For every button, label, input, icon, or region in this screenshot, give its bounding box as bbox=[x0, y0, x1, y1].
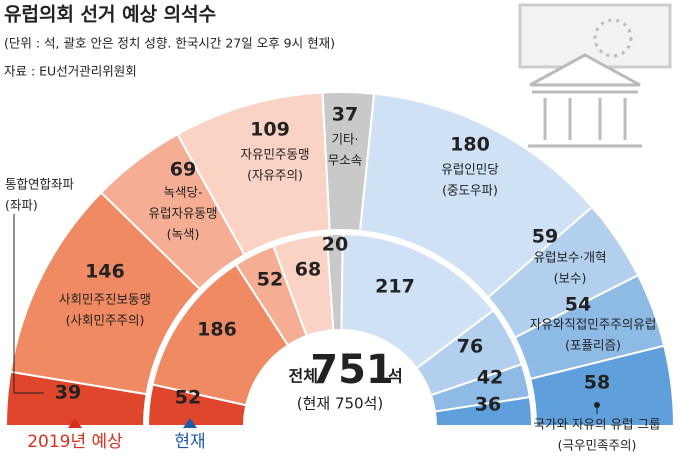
value-label: 42 bbox=[477, 367, 503, 389]
rings bbox=[4, 91, 676, 427]
value-label: 217 bbox=[375, 276, 415, 298]
category-label: (극우민족주의) bbox=[558, 438, 637, 453]
total-prefix: 전체 bbox=[289, 367, 318, 386]
legend-marker bbox=[183, 418, 197, 428]
category-label: 자유와직접민주주의유럽 bbox=[530, 317, 657, 332]
total-value: 751 bbox=[310, 347, 394, 393]
value-label: 146 bbox=[85, 261, 125, 283]
category-label: (좌파) bbox=[5, 198, 38, 213]
seat-segment bbox=[529, 344, 676, 427]
value-label: 180 bbox=[450, 134, 490, 156]
value-label: 109 bbox=[250, 119, 290, 141]
value-label: 52 bbox=[257, 269, 283, 291]
icon bbox=[518, 3, 672, 148]
legend-label: 2019년 예상 bbox=[27, 432, 123, 452]
legend-marker bbox=[68, 418, 82, 428]
category-label: (포퓰리즘) bbox=[565, 338, 621, 353]
value-label: 54 bbox=[565, 294, 591, 316]
value-label: 37 bbox=[332, 104, 358, 126]
category-label: (사회민주주의) bbox=[66, 313, 145, 328]
value-label: 186 bbox=[197, 319, 237, 341]
value-label: 20 bbox=[322, 234, 348, 256]
value-label: 76 bbox=[457, 336, 483, 358]
category-label: 통합연합좌파 bbox=[5, 177, 75, 192]
total-unit: 석 bbox=[388, 367, 403, 386]
value-label: 52 bbox=[175, 387, 201, 409]
subtitle: (단위 : 석, 괄호 안은 정치 성향. 한국시간 27일 오후 9시 현재) bbox=[4, 36, 335, 51]
source: 자료 : EU선거관리위원회 bbox=[4, 64, 137, 79]
category-label: 기타· bbox=[332, 132, 359, 147]
value-label: 68 bbox=[295, 259, 321, 281]
category-label: 유럽보수·개혁 bbox=[534, 250, 607, 265]
value-label: 58 bbox=[584, 372, 610, 394]
category-label: 녹색당- bbox=[163, 185, 202, 200]
category-label: (녹색) bbox=[167, 227, 200, 242]
value-label: 69 bbox=[170, 159, 196, 181]
category-label: 유럽인민당 bbox=[441, 162, 499, 177]
seat-segment bbox=[340, 233, 495, 370]
category-label: 유럽자유동맹 bbox=[148, 206, 217, 221]
seat-segment bbox=[433, 395, 534, 427]
value-label: 39 bbox=[55, 382, 81, 404]
current-note: (현재 750석) bbox=[297, 395, 384, 413]
category-label: (중도우파) bbox=[442, 183, 498, 198]
value-label: 36 bbox=[475, 394, 501, 416]
category-label: (자유주의) bbox=[247, 168, 303, 183]
category-label: 국가와 자유의 유럽 그룹 bbox=[534, 417, 661, 432]
category-label: 사회민주진보동맹 bbox=[59, 292, 151, 307]
category-label: (보수) bbox=[554, 271, 587, 286]
legend-label: 현재 bbox=[174, 432, 205, 452]
category-label: 무소속 bbox=[328, 153, 363, 168]
value-label: 59 bbox=[532, 226, 558, 248]
category-label: 자유민주동맹 bbox=[240, 147, 309, 162]
chart-title: 유럽의회 선거 예상 의석수 bbox=[4, 4, 216, 26]
